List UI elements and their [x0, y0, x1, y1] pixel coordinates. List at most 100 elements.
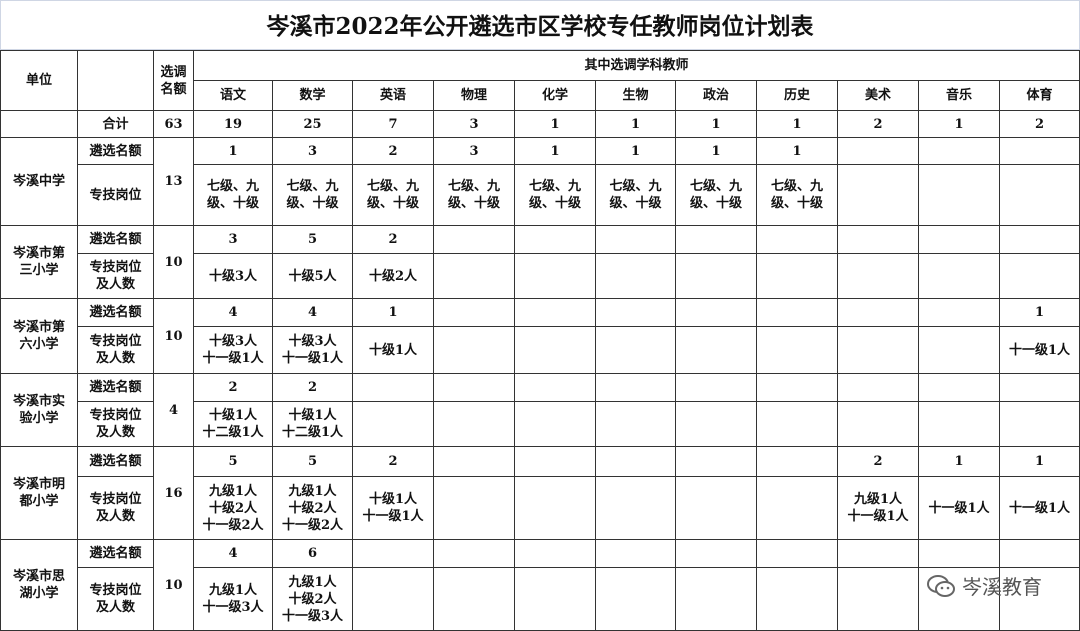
post-detail: 七级、九 级、十级	[596, 165, 676, 226]
total-count: 1	[596, 111, 676, 138]
subject-count: 5	[273, 226, 353, 254]
post-detail	[919, 165, 1000, 226]
post-detail	[838, 165, 919, 226]
post-detail	[434, 254, 515, 299]
subject-count: 6	[273, 540, 353, 568]
post-detail	[596, 402, 676, 447]
total-quota: 63	[154, 111, 194, 138]
post-detail	[434, 568, 515, 631]
subject-count	[919, 138, 1000, 165]
post-detail	[596, 477, 676, 540]
subject-count	[838, 540, 919, 568]
post-detail	[757, 402, 838, 447]
subject-count	[676, 299, 757, 327]
subject-count	[1000, 138, 1080, 165]
total-count: 19	[194, 111, 273, 138]
total-count: 2	[1000, 111, 1080, 138]
post-detail: 九级1人 十级2人 十一级2人	[273, 477, 353, 540]
header-row: 单位选调 名额其中选调学科教师	[1, 51, 1080, 81]
school-quota: 4	[154, 374, 194, 447]
subject-count	[838, 374, 919, 402]
subject-count	[596, 447, 676, 477]
subject-count: 1	[919, 447, 1000, 477]
post-detail	[919, 254, 1000, 299]
post-detail	[515, 254, 596, 299]
subject-count	[353, 540, 434, 568]
post-detail	[676, 477, 757, 540]
school-quota: 13	[154, 138, 194, 226]
total-count: 1	[515, 111, 596, 138]
post-detail	[515, 477, 596, 540]
subject-count: 4	[273, 299, 353, 327]
subject-count: 2	[353, 226, 434, 254]
subject-count	[838, 299, 919, 327]
subject-count	[515, 226, 596, 254]
subject-count	[757, 226, 838, 254]
post-detail	[838, 254, 919, 299]
post-detail	[757, 254, 838, 299]
post-detail: 十级3人 十一级1人	[194, 327, 273, 374]
quota-header: 选调 名额	[154, 51, 194, 111]
subject-count	[515, 299, 596, 327]
post-detail: 十级1人 十一级1人	[353, 477, 434, 540]
post-detail: 七级、九 级、十级	[757, 165, 838, 226]
post-detail: 十级1人	[353, 327, 434, 374]
subject-header: 英语	[353, 81, 434, 111]
row-label: 遴选名额	[78, 138, 154, 165]
post-detail: 七级、九 级、十级	[194, 165, 273, 226]
subject-count	[757, 299, 838, 327]
subject-header: 美术	[838, 81, 919, 111]
subject-count	[434, 226, 515, 254]
subject-count	[1000, 226, 1080, 254]
unit-header: 单位	[1, 51, 78, 111]
total-count: 1	[757, 111, 838, 138]
school-name: 岑溪市思 湖小学	[1, 540, 78, 631]
post-detail	[1000, 165, 1080, 226]
subject-count: 4	[194, 299, 273, 327]
row-label: 遴选名额	[78, 374, 154, 402]
post-detail	[1000, 254, 1080, 299]
post-detail	[434, 477, 515, 540]
subject-count	[676, 540, 757, 568]
post-detail	[434, 327, 515, 374]
subject-count	[596, 374, 676, 402]
total-count: 7	[353, 111, 434, 138]
post-detail	[515, 568, 596, 631]
subject-count: 1	[515, 138, 596, 165]
post-detail	[353, 568, 434, 631]
subject-header: 政治	[676, 81, 757, 111]
school-quota: 16	[154, 447, 194, 540]
post-detail	[676, 254, 757, 299]
post-detail: 十级3人	[194, 254, 273, 299]
subject-count	[596, 299, 676, 327]
subject-count: 3	[194, 226, 273, 254]
subject-count	[434, 540, 515, 568]
subject-header: 历史	[757, 81, 838, 111]
total-label: 合计	[78, 111, 154, 138]
row-label: 专技岗位 及人数	[78, 568, 154, 631]
total-blank	[1, 111, 78, 138]
subject-count	[1000, 540, 1080, 568]
subject-count	[515, 447, 596, 477]
post-detail	[757, 477, 838, 540]
post-detail	[515, 327, 596, 374]
school-quota: 10	[154, 540, 194, 631]
row-label: 遴选名额	[78, 299, 154, 327]
subject-count	[757, 374, 838, 402]
subject-count: 5	[194, 447, 273, 477]
watermark-text: 岑溪教育	[962, 571, 1042, 600]
subject-count	[434, 374, 515, 402]
subject-count	[596, 540, 676, 568]
post-detail: 十级1人 十二级1人	[273, 402, 353, 447]
post-detail: 十一级1人	[919, 477, 1000, 540]
subject-count: 2	[194, 374, 273, 402]
post-detail	[676, 402, 757, 447]
school-quota: 10	[154, 299, 194, 374]
post-detail	[515, 402, 596, 447]
subject-count	[919, 299, 1000, 327]
subject-count: 1	[1000, 447, 1080, 477]
subject-count: 1	[757, 138, 838, 165]
post-detail: 七级、九 级、十级	[434, 165, 515, 226]
